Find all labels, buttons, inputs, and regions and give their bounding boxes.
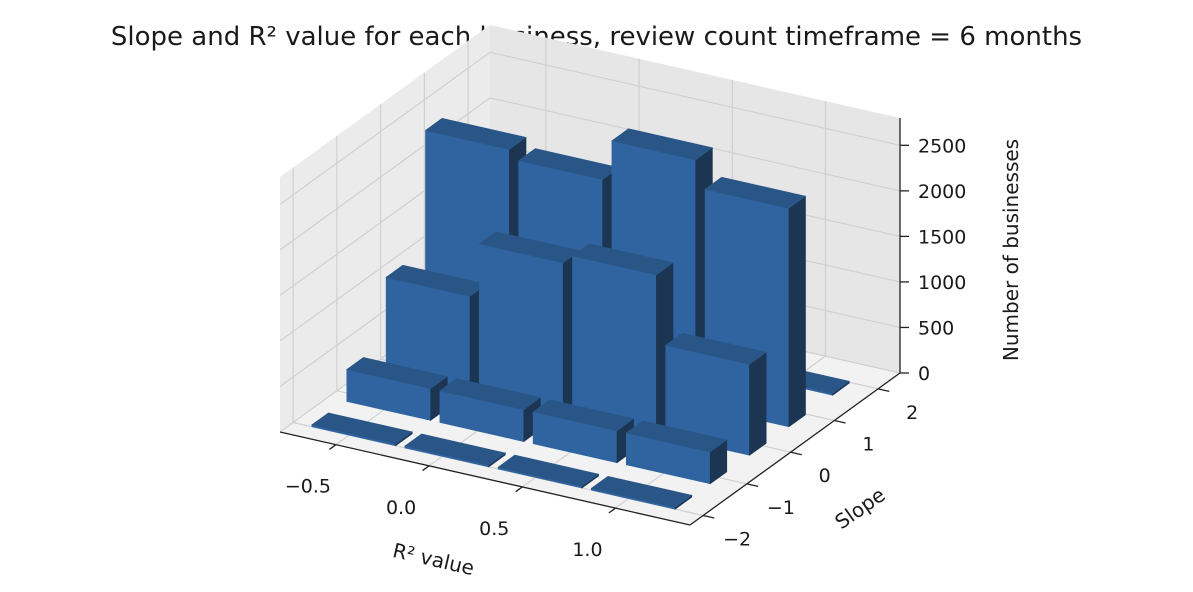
y-tick-label: −1 <box>767 497 795 519</box>
y-tick-label: 0 <box>819 465 831 487</box>
bar-top-face <box>704 176 807 209</box>
grid-line-z <box>279 51 491 205</box>
bar-top-face <box>611 128 714 161</box>
bar-3d <box>497 454 600 489</box>
bar-top-face <box>424 117 527 150</box>
bar-3d <box>404 433 507 468</box>
y-tick <box>877 388 890 393</box>
x-tick <box>422 465 430 472</box>
bar-side-face <box>788 195 806 428</box>
x-tick-label: −0.5 <box>285 476 331 498</box>
bar-top-face <box>590 475 693 508</box>
bar-top-face <box>625 420 728 453</box>
y-tick-label: −2 <box>723 529 751 551</box>
bar-top-face <box>439 378 542 411</box>
z-tick-label: 1000 <box>918 272 966 294</box>
x-tick-label: 0.0 <box>386 497 416 519</box>
bar-3d <box>346 357 449 421</box>
z-axis-label: Number of businesses <box>999 139 1023 361</box>
bar-top-face <box>664 332 767 365</box>
axis-lines <box>279 118 901 526</box>
bar-3d <box>311 412 414 447</box>
tick-marks <box>328 144 909 519</box>
z-tick-label: 2500 <box>918 135 966 157</box>
y-tick-label: 2 <box>906 402 918 424</box>
grid-line-z <box>489 51 901 146</box>
chart-title: Slope and R² value for each business, re… <box>110 22 1083 52</box>
x-axis-label: R² value <box>390 538 476 580</box>
x-axis-line <box>279 431 691 526</box>
bar-top-face <box>532 399 635 432</box>
y-tick <box>702 514 715 519</box>
bar-front-face <box>572 255 657 435</box>
y-axis-label: Slope <box>830 483 889 534</box>
z-tick-label: 500 <box>918 317 954 339</box>
bar-3d <box>571 243 674 435</box>
bar-top-face <box>311 412 414 445</box>
bar-top-face <box>404 433 507 466</box>
x-tick-label: 1.0 <box>572 539 602 561</box>
x-tick <box>328 444 337 450</box>
bar-top-face <box>497 454 600 487</box>
y-tick-label: 1 <box>862 434 874 456</box>
bar-3d <box>478 231 581 414</box>
bar-top-face <box>346 357 449 389</box>
z-tick-label: 1500 <box>918 226 966 248</box>
y-tick <box>746 483 759 488</box>
bar-3d <box>625 420 728 485</box>
bar-3d <box>664 332 767 456</box>
z-tick-label: 2000 <box>918 181 966 203</box>
x-tick <box>608 507 616 514</box>
z-tick-label: 0 <box>918 363 930 385</box>
bar-top-face <box>571 243 674 276</box>
y-tick <box>790 451 802 456</box>
x-tick-label: 0.5 <box>479 518 509 540</box>
bar-3d <box>385 264 488 393</box>
bars <box>311 117 851 510</box>
bar-side-face <box>749 351 767 456</box>
bar-3d <box>532 399 635 464</box>
bar-3d <box>590 475 693 510</box>
x-tick <box>515 486 523 493</box>
y-tick <box>834 419 846 424</box>
y-axis-line <box>689 372 901 526</box>
